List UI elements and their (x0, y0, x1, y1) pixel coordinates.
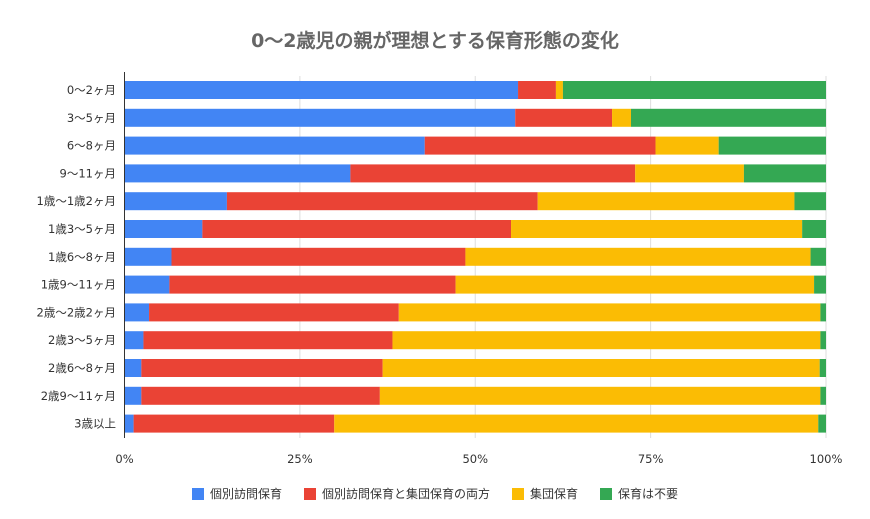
category-label: 2歳6〜8ヶ月 (48, 361, 116, 375)
category-label: 9〜11ヶ月 (60, 166, 116, 180)
bar-segment (635, 164, 744, 183)
bar-segment (124, 275, 170, 294)
category-label: 2歳〜2歳2ヶ月 (37, 305, 116, 319)
bar-segment (424, 136, 656, 155)
bar-segment (820, 331, 826, 350)
bar-segment (612, 108, 631, 127)
category-label: 3〜5ヶ月 (67, 111, 116, 125)
bar-segment (124, 386, 142, 405)
bar-segment (334, 414, 819, 433)
x-tick-label: 50% (462, 452, 488, 466)
legend-item: 個別訪問保育 (191, 485, 282, 502)
bar-segment (169, 275, 456, 294)
bar-segment (124, 303, 150, 322)
bar-segment (141, 386, 380, 405)
legend-item: 集団保育 (512, 485, 578, 502)
bar-segment (124, 359, 142, 377)
category-label: 1歳9〜11ヶ月 (41, 278, 116, 292)
bar-segment (814, 275, 826, 294)
bar-segment (820, 386, 826, 405)
legend-item: 個別訪問保育と集団保育の両方 (303, 485, 490, 502)
bar-segment (465, 247, 811, 266)
legend: 個別訪問保育 個別訪問保育と集団保育の両方 集団保育 保育は不要 (0, 485, 870, 502)
category-label: 3歳以上 (74, 417, 116, 431)
category-label: 1歳3〜5ヶ月 (48, 222, 116, 236)
category-label: 0〜2ヶ月 (67, 83, 116, 97)
legend-label: 個別訪問保育 (209, 487, 282, 501)
chart-title: 0〜2歳児の親が理想とする保育形態の変化 (251, 30, 619, 52)
legend-swatch (512, 487, 524, 500)
bar-segment (818, 414, 826, 433)
bar-segment (455, 275, 815, 294)
x-tick-label: 25% (287, 452, 313, 466)
x-tick-label: 100% (810, 452, 843, 466)
bar-segment (518, 81, 556, 99)
bar-segment (202, 220, 512, 238)
legend-item: 保育は不要 (600, 485, 678, 502)
bar-segment (124, 414, 134, 433)
bar-segment (124, 220, 203, 238)
bar-segment (802, 220, 826, 238)
bar-segment (630, 108, 826, 127)
bar-segment (562, 81, 826, 99)
bar-segment (819, 359, 826, 377)
bar-segment (379, 386, 821, 405)
x-tick-label: 75% (638, 452, 664, 466)
legend-swatch (303, 487, 316, 500)
bar-segment (124, 81, 519, 99)
bar-segment (124, 108, 516, 127)
bar-segment (511, 220, 803, 238)
category-label: 2歳9〜11ヶ月 (41, 389, 116, 403)
bar-segment (124, 192, 227, 211)
bar-segment (382, 359, 820, 377)
bar-segment (133, 414, 335, 433)
bar-segment (820, 303, 826, 322)
bar-segment (226, 192, 538, 211)
bar-segment (141, 359, 383, 377)
bar-segment (555, 81, 563, 99)
bar-segment (124, 331, 144, 350)
category-label: 1歳6〜8ヶ月 (48, 250, 116, 264)
bar-segment (124, 164, 351, 183)
legend-label: 個別訪問保育と集団保育の両方 (321, 487, 490, 501)
legend-label: 保育は不要 (618, 487, 679, 501)
bar-segment (398, 303, 821, 322)
category-label: 1歳〜1歳2ヶ月 (37, 194, 116, 208)
bar-segment (124, 136, 425, 155)
bar-segment (743, 164, 826, 183)
bar-segment (350, 164, 636, 183)
bar-segment (810, 247, 826, 266)
bar-segment (143, 331, 393, 350)
bar-segment (124, 247, 172, 266)
bar-segment (515, 108, 613, 127)
bar-segment (655, 136, 719, 155)
bar-segment (794, 192, 826, 211)
category-label: 6〜8ヶ月 (67, 139, 116, 153)
legend-swatch (600, 487, 613, 500)
bar-segment (392, 331, 821, 350)
bar-segment (171, 247, 466, 266)
bar-segment (718, 136, 826, 155)
category-label: 2歳3〜5ヶ月 (48, 333, 116, 347)
x-tick-label: 0% (115, 452, 133, 466)
legend-label: 集団保育 (530, 487, 579, 501)
bar-segment (149, 303, 399, 322)
bar-segment (537, 192, 795, 211)
legend-swatch (191, 487, 204, 500)
